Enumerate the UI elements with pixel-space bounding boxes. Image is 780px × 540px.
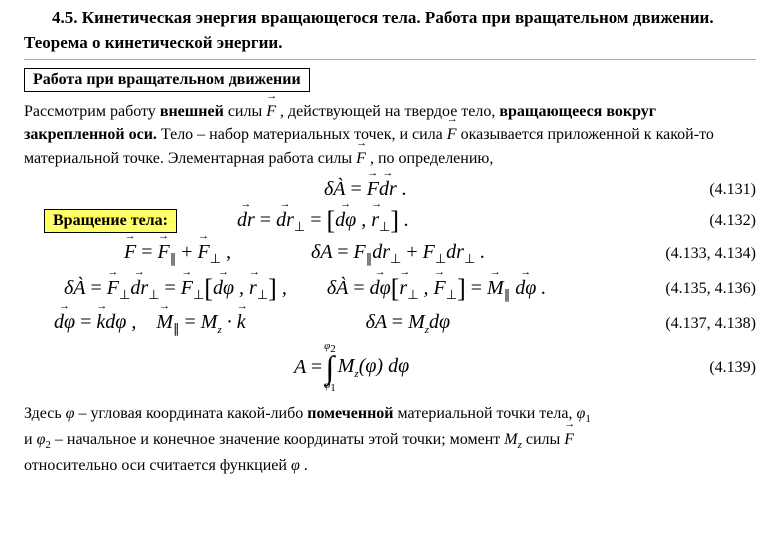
subheading-box: Работа при вращательном движении (24, 68, 756, 92)
t: . (300, 457, 308, 474)
integral-icon: φ2 ∫ φ1 (324, 342, 336, 394)
equation-132: dr = dr⊥ = [dφ , r⊥] . (237, 206, 409, 236)
equation-139: A = φ2 ∫ φ1 Mz(φ) dφ (294, 342, 409, 394)
t: силы (224, 103, 266, 120)
t: – угловая координата какой-либо (75, 405, 308, 422)
equation-137: dφ = kdφ , M∥ = Mz · k (54, 311, 246, 337)
t: относительно оси считается функцией (24, 457, 291, 474)
t: – начальное и конечное значение координа… (51, 431, 504, 448)
vector-F: F (447, 123, 457, 146)
intro-paragraph: Рассмотрим работу внешней силы F , дейст… (24, 100, 756, 170)
eqnum-132: (4.132) (709, 212, 756, 230)
equation-row-135-136: δÀ = F⊥dr⊥ = F⊥[dφ , r⊥] , δÀ = dφ[r⊥ , … (24, 274, 756, 304)
equation-row-131: δÀ = Fdr . (4.131) (24, 176, 756, 204)
eqnum-135-136: (4.135, 4.136) (665, 280, 756, 298)
section-heading: 4.5. Кинетическая энергия вращающегося т… (24, 6, 756, 55)
equation-133: F = F∥ + F⊥ , (124, 241, 231, 267)
vector-F: F (564, 428, 574, 451)
eqnum-133-134: (4.133, 4.134) (665, 245, 756, 263)
vector-F: F (266, 100, 276, 123)
equation-row-133-134: F = F∥ + F⊥ , δA = F∥dr⊥ + F⊥dr⊥ . (4.13… (24, 240, 756, 268)
closing-paragraph: Здесь φ – угловая координата какой-либо … (24, 402, 756, 477)
t: помеченной (307, 405, 393, 422)
sym-phi1: φ (576, 405, 585, 422)
equation-134: δA = F∥dr⊥ + F⊥dr⊥ . (311, 241, 485, 267)
sub: 1 (585, 413, 591, 425)
t: , по определению, (366, 150, 493, 167)
t: , действующей на твердое тело, (276, 103, 499, 120)
eqnum-137-138: (4.137, 4.138) (665, 315, 756, 333)
eqnum-139: (4.139) (709, 359, 756, 377)
sym-phi: φ (66, 405, 75, 422)
t: Здесь (24, 405, 66, 422)
equation-row-139: A = φ2 ∫ φ1 Mz(φ) dφ (4.139) (24, 342, 756, 394)
equation-136: δÀ = dφ[r⊥ , F⊥] = M∥ dφ . (327, 274, 546, 304)
equation-138: δA = Mzdφ (366, 311, 450, 336)
t: Тело – набор материальных точек, и сила (157, 126, 447, 143)
vector-F: F (356, 147, 366, 170)
t: Рассмотрим работу (24, 103, 160, 120)
equation-row-137-138: dφ = kdφ , M∥ = Mz · k δA = Mzdφ (4.137,… (24, 310, 756, 338)
sym-M: M (504, 431, 517, 448)
divider (24, 59, 756, 60)
t: материальной точки тела, (394, 405, 577, 422)
eqnum-131: (4.131) (709, 181, 756, 199)
t: и (24, 431, 37, 448)
t: силы (522, 431, 564, 448)
t: внешней (160, 103, 224, 120)
sym-phi: φ (291, 457, 300, 474)
